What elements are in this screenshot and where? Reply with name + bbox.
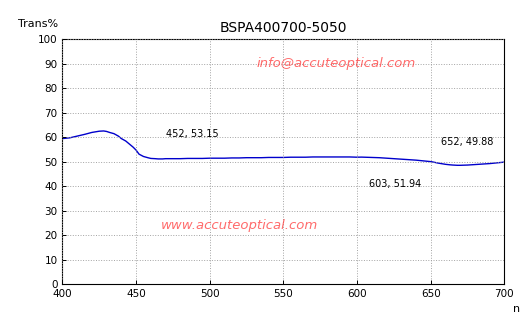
- Text: Trans%: Trans%: [18, 19, 58, 29]
- Text: www.accuteoptical.com: www.accuteoptical.com: [161, 219, 318, 232]
- Text: 652, 49.88: 652, 49.88: [441, 137, 493, 147]
- Text: 603, 51.94: 603, 51.94: [369, 179, 421, 189]
- Text: 452, 53.15: 452, 53.15: [165, 129, 218, 139]
- Text: nm: nm: [513, 304, 520, 314]
- Text: info@accuteoptical.com: info@accuteoptical.com: [257, 57, 416, 70]
- Title: BSPA400700-5050: BSPA400700-5050: [219, 21, 347, 35]
